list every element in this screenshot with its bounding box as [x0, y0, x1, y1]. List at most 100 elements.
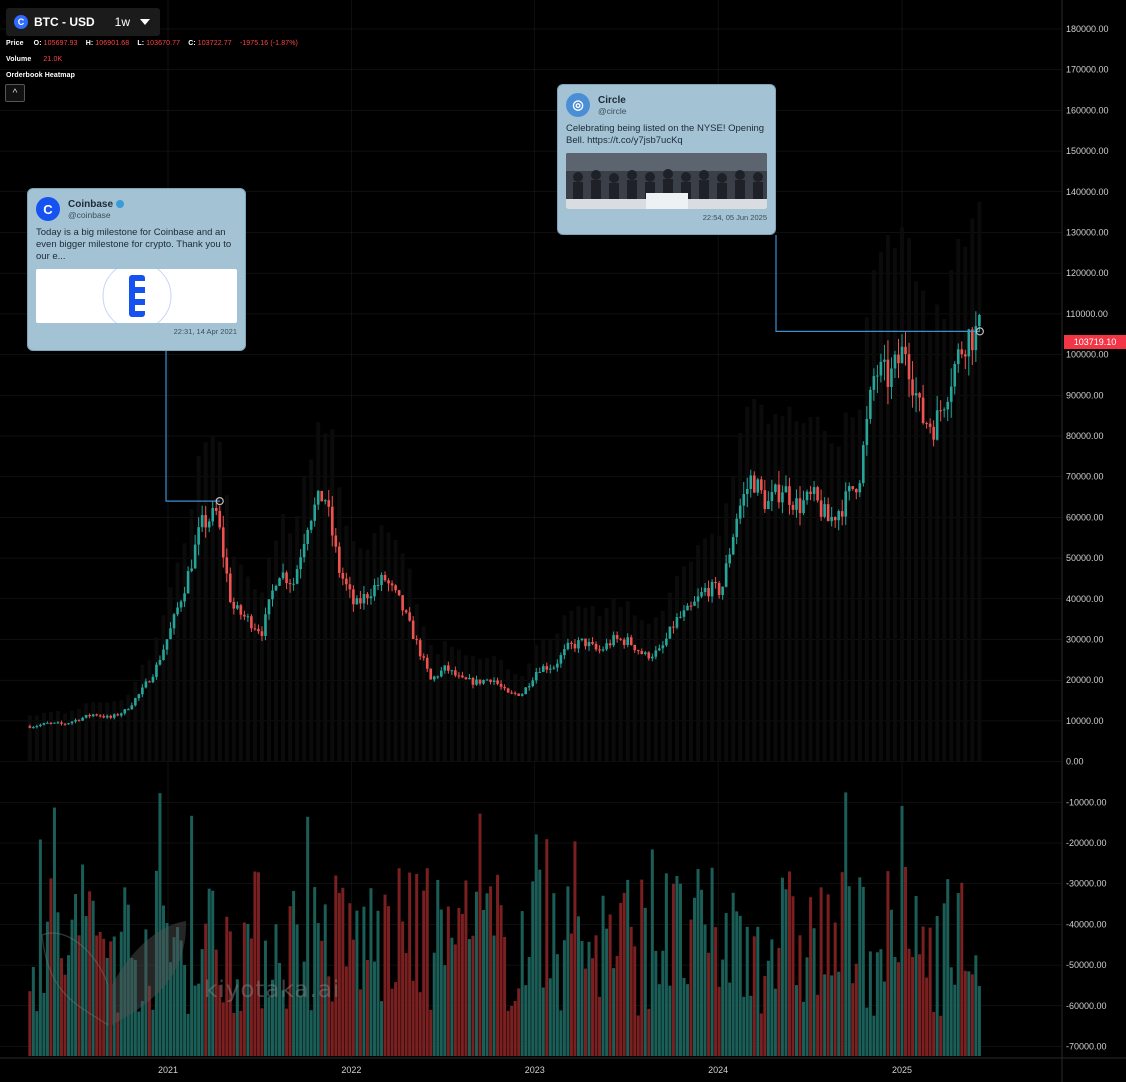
coinbase-connector — [165, 351, 220, 502]
candle-body — [570, 642, 573, 645]
volume-bar — [777, 947, 781, 1056]
chevron-down-icon[interactable] — [140, 19, 151, 25]
volume-bar — [953, 984, 957, 1056]
open-label: O: — [33, 40, 42, 47]
candle-body — [506, 688, 510, 693]
volume-bar — [485, 893, 489, 1056]
volume-bar — [654, 950, 658, 1056]
tweet-card-circle[interactable]: ◎ Circle @circle Celebrating being liste… — [557, 84, 776, 235]
volume-bar — [714, 927, 718, 1056]
candle-body — [267, 599, 271, 615]
volume-bar — [344, 966, 348, 1056]
volume-bar — [464, 880, 468, 1056]
tweet-media-image[interactable] — [566, 153, 767, 209]
volume-bar — [112, 936, 116, 1056]
volume-bar — [675, 876, 679, 1056]
circle-event-marker[interactable] — [975, 327, 984, 336]
candle-body — [700, 592, 703, 597]
volume-bar — [791, 896, 795, 1056]
candle-body — [661, 645, 665, 649]
volume-bar — [939, 1015, 943, 1056]
volume-bar — [228, 931, 232, 1056]
volume-bar — [619, 902, 623, 1056]
volume-bar — [879, 949, 883, 1056]
price-axis[interactable]: 180000.00 170000.00 160000.00 150000.00 1400… — [1066, 24, 1109, 1052]
candle-body — [137, 694, 141, 699]
volume-bar — [946, 879, 950, 1056]
candle-body — [411, 620, 415, 639]
volume-bar — [77, 935, 81, 1056]
volume-bar — [689, 919, 693, 1056]
volume-bar — [313, 887, 317, 1056]
candle-body — [563, 649, 566, 656]
collapse-legend-button[interactable]: ^ — [5, 84, 25, 102]
candle-body — [777, 484, 781, 503]
volume-bar — [154, 870, 158, 1056]
candle-body — [541, 666, 545, 672]
interval-label[interactable]: 1w — [114, 15, 131, 29]
candle-body — [675, 617, 679, 628]
candle-body — [102, 716, 105, 718]
tweet-author-handle: @circle — [598, 105, 627, 116]
volume-bar — [130, 958, 134, 1056]
volume-bar — [446, 906, 450, 1056]
candle-body — [278, 578, 281, 586]
candle-body — [858, 483, 862, 493]
volume-bar — [70, 919, 74, 1056]
volume-bar — [626, 879, 630, 1056]
candle-body — [978, 315, 981, 327]
volume-bar — [506, 1010, 510, 1056]
volume-bar — [499, 905, 503, 1056]
candle-body — [893, 354, 897, 369]
volume-bar — [685, 984, 689, 1056]
volume-bar — [657, 984, 661, 1056]
candle-body — [162, 649, 165, 660]
volume-bar — [151, 1009, 155, 1056]
candle-body — [886, 359, 890, 387]
circle-avatar-icon: ◎ — [566, 93, 590, 117]
symbol-label[interactable]: BTC - USD — [34, 15, 95, 29]
volume-bar — [752, 936, 756, 1056]
candle-body — [971, 329, 974, 351]
volume-bar — [137, 1011, 141, 1056]
candle-body — [74, 719, 77, 722]
time-axis[interactable]: 2021 2022 2023 2024 2025 — [158, 1065, 912, 1075]
volume-bar — [548, 978, 552, 1056]
candle-body — [429, 668, 433, 680]
volume-bar — [664, 873, 668, 1056]
coinbase-event-marker[interactable] — [215, 497, 224, 506]
candle-body — [77, 719, 81, 721]
volume-bar — [292, 890, 296, 1056]
volume-bar — [527, 957, 531, 1056]
volume-bar — [749, 995, 753, 1056]
candle-body — [366, 593, 369, 599]
candle-body — [819, 500, 823, 517]
volume-bar — [387, 906, 391, 1056]
volume-bar — [225, 916, 229, 1056]
symbol-toolbar[interactable]: C BTC - USD 1w — [6, 8, 161, 36]
volume-bar — [186, 1013, 190, 1056]
candle-body — [176, 607, 179, 615]
volume-bar — [362, 906, 366, 1056]
volume-bar — [858, 877, 862, 1056]
candle-body — [802, 500, 805, 514]
tweet-media-image[interactable] — [36, 269, 237, 323]
volume-bar — [365, 960, 369, 1056]
candle-body — [721, 586, 724, 595]
candle-body — [464, 677, 468, 680]
candle-body — [964, 354, 967, 357]
candle-body — [749, 475, 753, 489]
candle-body — [169, 628, 172, 640]
volume-bar — [812, 928, 816, 1056]
candle-body — [879, 361, 883, 376]
candle-body — [658, 648, 661, 651]
candle-body — [228, 573, 232, 603]
candle-body — [531, 680, 535, 687]
volume-bar — [358, 989, 362, 1056]
tweet-card-coinbase[interactable]: C Coinbase @coinbase Today is a big mile… — [27, 188, 246, 351]
volume-bar — [886, 871, 890, 1056]
volume-bar — [900, 805, 904, 1056]
candle-body — [165, 639, 169, 650]
candle-body — [956, 349, 960, 365]
volume-bar — [418, 992, 422, 1056]
